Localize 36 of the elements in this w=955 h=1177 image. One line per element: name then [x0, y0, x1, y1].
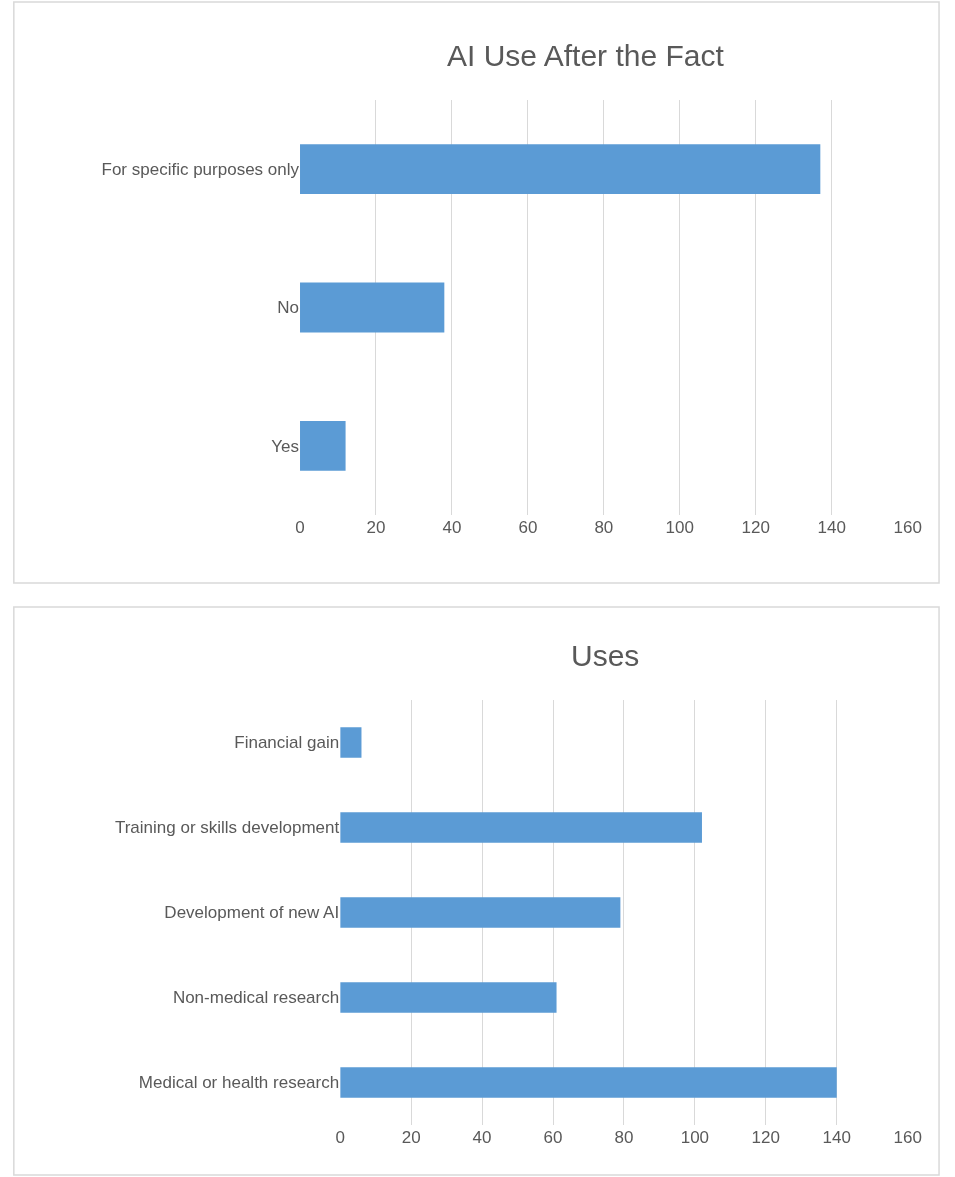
y-tick-label: For specific purposes only: [101, 160, 300, 180]
x-tick-label: 140: [822, 1128, 851, 1147]
x-tick-label: 160: [893, 518, 922, 537]
bar: [340, 1067, 837, 1098]
x-tick-label: 100: [665, 518, 694, 537]
x-tick-label: 120: [751, 1128, 780, 1147]
bar: [340, 727, 362, 758]
x-tick-label: 120: [741, 518, 770, 537]
bar: [340, 982, 557, 1013]
bar: [340, 897, 621, 928]
x-tick-label: 0: [295, 518, 305, 537]
x-tick-label: 40: [442, 518, 462, 537]
x-tick-label: 160: [893, 1128, 922, 1147]
chart-title: AI Use After the Fact: [447, 39, 725, 72]
bar: [340, 812, 702, 843]
x-tick-label: 20: [401, 1128, 421, 1147]
x-tick-label: 40: [472, 1128, 492, 1147]
y-tick-label: No: [277, 298, 300, 318]
x-tick-label: 20: [366, 518, 386, 537]
chart-title: Uses: [571, 639, 640, 672]
x-tick-label: 140: [817, 518, 846, 537]
x-tick-label: 60: [518, 518, 538, 537]
x-tick-label: 60: [543, 1128, 563, 1147]
y-tick-label: Financial gain: [234, 733, 340, 753]
x-tick-label: 100: [680, 1128, 710, 1147]
x-tick-label: 80: [614, 1128, 634, 1147]
x-tick-label: 80: [594, 518, 614, 537]
bar: [300, 144, 821, 195]
bar: [300, 282, 445, 333]
y-tick-label: Medical or health research: [138, 1073, 340, 1093]
y-tick-label: Yes: [271, 436, 300, 456]
y-tick-label: Training or skills development: [114, 818, 340, 838]
y-tick-label: Development of new AI: [164, 903, 340, 923]
y-tick-label: Non-medical research: [172, 988, 340, 1008]
x-tick-label: 0: [335, 1128, 345, 1147]
bar: [300, 420, 346, 471]
